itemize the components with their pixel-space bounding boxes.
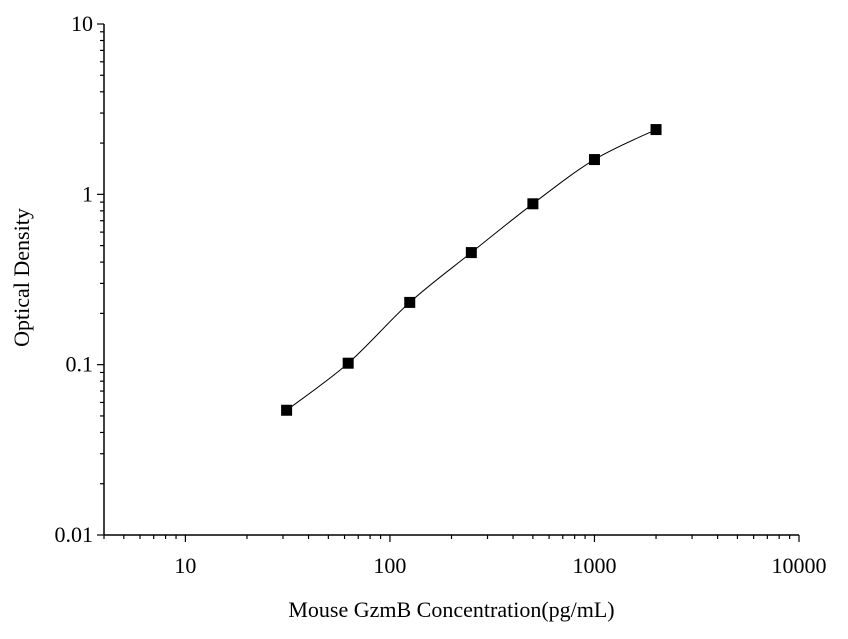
y-tick-label: 10 — [71, 11, 93, 36]
data-point — [342, 357, 354, 369]
y-tick-label: 0.1 — [66, 352, 94, 377]
data-point — [588, 154, 600, 166]
fit-curve-group — [286, 129, 657, 411]
data-point — [465, 247, 477, 259]
ticks — [97, 23, 800, 542]
y-tick-label: 1 — [82, 181, 93, 206]
fit-curve — [286, 129, 657, 411]
data-point — [527, 198, 539, 210]
y-tick-label: 0.01 — [55, 522, 94, 547]
data-point — [650, 124, 662, 136]
data-point — [281, 404, 293, 416]
data-points — [281, 124, 662, 416]
x-tick-label: 1000 — [572, 553, 616, 578]
x-tick-label: 10000 — [772, 553, 827, 578]
x-tick-label: 10 — [174, 553, 196, 578]
data-point — [404, 296, 416, 308]
x-axis-title: Mouse GzmB Concentration(pg/mL) — [288, 597, 614, 622]
axes — [103, 24, 799, 536]
x-tick-label: 100 — [373, 553, 406, 578]
tick-labels: 0.01 0.1 1 10 10 100 1000 10000 — [55, 11, 827, 578]
y-axis-title: Optical Density — [9, 208, 34, 347]
